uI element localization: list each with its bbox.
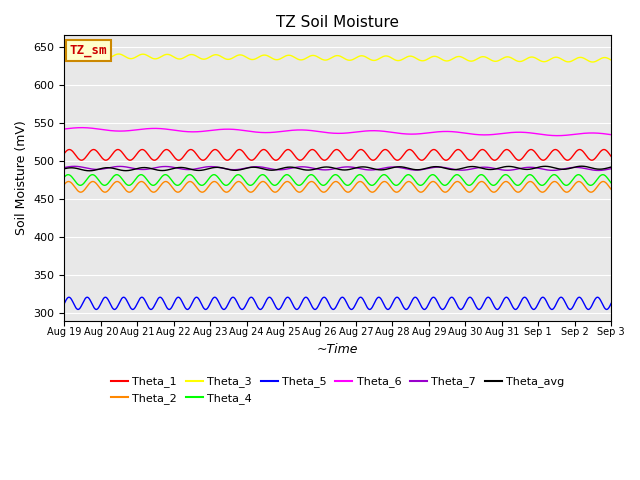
Theta_7 (559, 166, 567, 172)
Theta_2 (61, 181, 68, 187)
Theta_1 (559, 155, 567, 160)
Theta_6 (61, 126, 68, 132)
Theta_7 (607, 166, 615, 171)
Theta_4 (559, 181, 567, 187)
Theta_4 (365, 181, 373, 187)
Line: Theta_1: Theta_1 (65, 150, 611, 160)
Theta_6 (575, 131, 582, 137)
Theta_5 (61, 300, 68, 306)
Theta_5 (497, 303, 504, 309)
Theta_avg (86, 168, 93, 174)
Theta_5 (365, 307, 373, 312)
Theta_2 (366, 188, 374, 194)
Theta_1 (213, 147, 221, 153)
Theta_2 (575, 179, 582, 184)
Theta_3 (66, 51, 74, 57)
X-axis label: ~Time: ~Time (317, 343, 358, 356)
Theta_1 (284, 147, 292, 153)
Theta_1 (354, 148, 362, 154)
Line: Theta_4: Theta_4 (65, 175, 611, 185)
Line: Theta_5: Theta_5 (65, 297, 611, 310)
Theta_3 (497, 57, 504, 62)
Theta_4 (61, 174, 68, 180)
Theta_avg (578, 163, 586, 169)
Theta_1 (61, 150, 68, 156)
Theta_6 (365, 128, 373, 133)
Theta_3 (365, 56, 373, 62)
Theta_7 (213, 164, 221, 170)
Theta_4 (526, 172, 534, 178)
Theta_7 (497, 167, 504, 173)
Theta_6 (559, 132, 567, 138)
Line: Theta_2: Theta_2 (65, 181, 611, 192)
Theta_4 (514, 182, 522, 188)
Theta_2 (259, 179, 267, 184)
Theta_2 (607, 187, 615, 192)
Theta_3 (354, 54, 362, 60)
Theta_4 (575, 172, 582, 178)
Theta_2 (247, 189, 255, 195)
Theta_avg (365, 165, 373, 171)
Theta_5 (575, 295, 582, 300)
Theta_4 (497, 176, 504, 181)
Theta_7 (61, 165, 68, 170)
Theta_2 (213, 180, 221, 185)
Theta_3 (607, 57, 615, 63)
Theta_6 (497, 131, 504, 136)
Theta_2 (559, 187, 567, 193)
Theta_avg (575, 164, 582, 169)
Theta_avg (607, 164, 615, 170)
Theta_3 (575, 55, 582, 60)
Theta_7 (595, 168, 602, 173)
Text: TZ_sm: TZ_sm (70, 44, 108, 57)
Line: Theta_avg: Theta_avg (65, 166, 611, 171)
Theta_1 (366, 156, 374, 161)
Theta_avg (354, 165, 362, 170)
Theta_3 (213, 52, 221, 58)
Theta_7 (70, 163, 78, 169)
Theta_5 (607, 300, 615, 306)
Theta_4 (353, 173, 361, 179)
Theta_1 (575, 147, 582, 153)
Theta_avg (559, 167, 567, 172)
Theta_1 (296, 157, 304, 163)
Theta_5 (603, 307, 611, 312)
Theta_7 (575, 165, 582, 170)
Theta_6 (78, 125, 86, 131)
Theta_6 (213, 127, 221, 132)
Theta_7 (365, 167, 373, 173)
Theta_7 (354, 165, 362, 171)
Theta_2 (497, 182, 505, 188)
Theta_1 (497, 152, 505, 157)
Theta_2 (354, 180, 362, 185)
Theta_5 (65, 294, 73, 300)
Theta_6 (554, 133, 561, 139)
Line: Theta_3: Theta_3 (65, 54, 611, 62)
Theta_avg (497, 165, 504, 170)
Theta_3 (559, 57, 567, 63)
Theta_1 (607, 154, 615, 159)
Theta_avg (61, 166, 68, 172)
Theta_4 (607, 180, 615, 186)
Theta_6 (607, 132, 615, 138)
Theta_avg (213, 165, 221, 170)
Theta_3 (61, 53, 68, 59)
Theta_4 (213, 173, 221, 179)
Theta_5 (213, 296, 221, 302)
Line: Theta_7: Theta_7 (65, 166, 611, 170)
Theta_3 (589, 59, 596, 65)
Theta_5 (354, 297, 362, 303)
Line: Theta_6: Theta_6 (65, 128, 611, 136)
Theta_5 (559, 296, 567, 301)
Legend: Theta_1, Theta_2, Theta_3, Theta_4, Theta_5, Theta_6, Theta_7, Theta_avg: Theta_1, Theta_2, Theta_3, Theta_4, Thet… (107, 372, 569, 408)
Y-axis label: Soil Moisture (mV): Soil Moisture (mV) (15, 120, 28, 236)
Theta_6 (354, 129, 362, 135)
Title: TZ Soil Moisture: TZ Soil Moisture (276, 15, 399, 30)
